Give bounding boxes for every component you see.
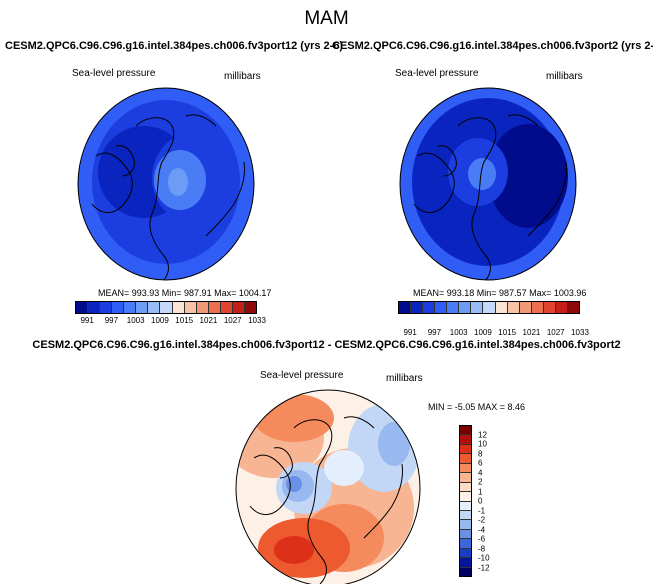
colorbar-swatch <box>460 482 471 493</box>
colorbar-tick-label: -4 <box>478 525 486 534</box>
colorbar-swatch <box>460 567 471 576</box>
left-colorbar-ticks: 991 997 1003 1009 1015 1021 1027 1033 <box>75 316 265 328</box>
colorbar-tick-label: -8 <box>478 544 486 553</box>
colorbar-tick-label: 8 <box>478 449 483 458</box>
colorbar-tick-label: 10 <box>478 439 487 449</box>
left-stats: MEAN= 993.93 Min= 987.91 Max= 1004.17 <box>98 288 272 298</box>
colorbar-swatch <box>399 302 412 313</box>
colorbar-tick-label: 1027 <box>546 328 565 337</box>
season-title: MAM <box>304 8 349 29</box>
colorbar-tick-label: 1021 <box>199 316 218 325</box>
colorbar-swatch <box>460 548 471 559</box>
colorbar-swatch <box>447 302 460 313</box>
colorbar-tick-label: 1003 <box>449 328 468 337</box>
colorbar-tick-label: 2 <box>478 477 483 487</box>
colorbar-tick-label: 1021 <box>522 328 541 337</box>
left-polar-map <box>77 87 255 281</box>
colorbar-swatch <box>460 426 471 436</box>
colorbar-tick-label: 1015 <box>175 316 194 325</box>
colorbar-swatch <box>519 302 532 313</box>
colorbar-swatch <box>148 302 161 313</box>
colorbar-swatch <box>531 302 544 313</box>
colorbar-swatch <box>460 454 471 464</box>
colorbar-swatch <box>460 463 471 474</box>
colorbar-tick-label: 997 <box>104 316 119 325</box>
colorbar-tick-label: -2 <box>478 515 486 525</box>
colorbar-swatch <box>555 302 568 313</box>
colorbar-tick-label: 0 <box>478 496 483 506</box>
colorbar-tick-label: 4 <box>478 468 483 477</box>
difference-title: CESM2.QPC6.C96.C96.g16.intel.384pes.ch00… <box>32 339 621 351</box>
colorbar-swatch <box>460 444 471 455</box>
right-units-label: millibars <box>546 71 583 82</box>
colorbar-swatch <box>459 302 472 313</box>
colorbar-tick-label: 1009 <box>151 316 169 325</box>
right-variable-label: Sea-level pressure <box>395 68 479 79</box>
colorbar-swatch <box>244 302 256 313</box>
right-colorbar-ticks: 991 997 1003 1009 1015 1021 1027 1033 <box>398 328 588 340</box>
colorbar-swatch <box>460 529 471 540</box>
colorbar-swatch <box>460 473 471 483</box>
left-case-title: CESM2.QPC6.C96.C96.g16.intel.384pes.ch00… <box>5 40 344 52</box>
colorbar-swatch <box>232 302 245 313</box>
colorbar-swatch <box>460 520 471 530</box>
colorbar-tick-label: -12 <box>478 563 490 572</box>
colorbar-swatch <box>124 302 137 313</box>
colorbar-tick-label: 1015 <box>498 328 517 337</box>
colorbar-tick-label: 1009 <box>474 328 492 337</box>
colorbar-swatch <box>208 302 221 313</box>
colorbar-swatch <box>495 302 508 313</box>
colorbar-swatch <box>112 302 125 313</box>
difference-colorbar-ticks: 12 10 8 6 4 2 1 0 -1 -2 -4 -6 -8 -10 -12 <box>478 425 508 577</box>
difference-polar-map <box>235 389 421 584</box>
colorbar-swatch <box>460 510 471 521</box>
left-colorbar <box>75 301 257 314</box>
diff-variable-label: Sea-level pressure <box>260 370 344 381</box>
colorbar-tick-label: 991 <box>403 328 417 337</box>
colorbar-swatch <box>471 302 484 313</box>
colorbar-swatch <box>136 302 149 313</box>
colorbar-tick-label: 1033 <box>248 316 266 325</box>
colorbar-swatch <box>411 302 424 313</box>
colorbar-swatch <box>460 492 471 502</box>
colorbar-swatch <box>88 302 101 313</box>
colorbar-swatch <box>76 302 89 313</box>
left-units-label: millibars <box>224 71 261 82</box>
colorbar-swatch <box>172 302 185 313</box>
colorbar-swatch <box>507 302 520 313</box>
colorbar-swatch <box>460 501 471 511</box>
colorbar-tick-label: 991 <box>80 316 94 325</box>
colorbar-swatch <box>423 302 436 313</box>
colorbar-tick-label: 12 <box>478 430 487 439</box>
colorbar-swatch <box>100 302 113 313</box>
diff-units-label: millibars <box>386 373 423 384</box>
colorbar-swatch <box>196 302 209 313</box>
colorbar-tick-label: -10 <box>478 553 490 563</box>
colorbar-swatch <box>460 539 471 549</box>
colorbar-swatch <box>184 302 197 313</box>
colorbar-swatch <box>567 302 579 313</box>
right-polar-map <box>399 87 577 281</box>
colorbar-swatch <box>435 302 448 313</box>
colorbar-tick-label: -6 <box>478 534 486 544</box>
colorbar-tick-label: 1003 <box>126 316 145 325</box>
colorbar-swatch <box>220 302 233 313</box>
colorbar-swatch <box>543 302 556 313</box>
colorbar-tick-label: -1 <box>478 506 486 515</box>
right-case-title: CESM2.QPC6.C96.C96.g16.intel.384pes.ch00… <box>332 40 653 52</box>
colorbar-tick-label: 1 <box>478 487 483 496</box>
diff-stats: MIN = -5.05 MAX = 8.46 <box>428 402 526 412</box>
colorbar-swatch <box>460 435 471 445</box>
colorbar-tick-label: 1027 <box>223 316 242 325</box>
colorbar-swatch <box>460 558 471 568</box>
right-stats: MEAN= 993.18 Min= 987.57 Max= 1003.96 <box>413 288 587 298</box>
colorbar-swatch <box>160 302 173 313</box>
colorbar-tick-label: 997 <box>427 328 442 337</box>
colorbar-tick-label: 1033 <box>571 328 589 337</box>
colorbar-swatch <box>483 302 496 313</box>
left-variable-label: Sea-level pressure <box>72 68 156 79</box>
right-colorbar <box>398 301 580 314</box>
colorbar-tick-label: 6 <box>478 458 483 468</box>
difference-colorbar <box>459 425 472 577</box>
